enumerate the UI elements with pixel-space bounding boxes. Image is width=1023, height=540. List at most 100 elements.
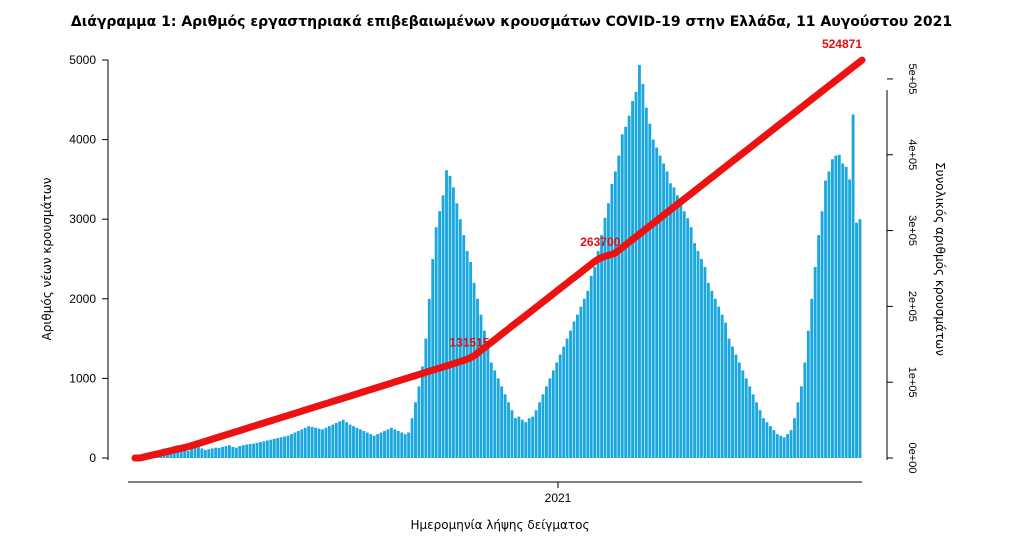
x-tick-label: 2021 [545,491,572,505]
bar [476,298,479,458]
bar [579,306,583,458]
bar [779,435,783,458]
bar [496,378,500,458]
bar [775,434,779,458]
bar [482,330,486,458]
y2-tick-label: 1e+05 [906,367,918,398]
bar [276,438,280,458]
bar [789,430,793,458]
bar [183,449,187,458]
bar [465,251,469,458]
bar [307,426,311,458]
y-tick-label: 2000 [69,292,96,306]
bar [651,139,655,458]
bar [565,338,569,458]
bar [510,410,514,458]
bar [858,219,862,458]
bar [286,435,290,458]
bar [824,180,827,458]
bar [803,362,807,458]
bar [782,437,786,458]
bar [438,211,442,458]
bar [634,91,638,458]
bar [603,217,607,458]
bar [700,259,703,458]
bar [203,450,207,458]
bar [755,402,759,458]
bar [455,203,459,458]
bar [352,426,355,458]
bar [517,416,521,458]
bar [507,402,510,458]
chart-title: Διάγραμμα 1: Αριθμός εργαστηριακά επιβεβ… [70,14,953,30]
bar [365,432,369,458]
bar [427,298,431,458]
bar [396,430,400,458]
bar [820,211,824,458]
bar [558,354,562,458]
bar [665,171,669,458]
bar [830,159,834,458]
bar [844,166,848,459]
bar [851,114,855,458]
bar [383,430,386,458]
y-tick-label: 1000 [69,371,96,385]
bar [551,370,555,458]
bar [400,432,404,458]
bar [768,426,772,458]
bar [717,306,721,458]
bar [576,314,579,458]
bar [462,235,466,458]
bar [706,282,710,458]
bar [255,442,259,458]
bar [693,243,697,458]
bar [607,203,610,458]
bar [813,266,817,458]
bar [703,266,707,458]
bar [493,370,497,458]
bar [758,410,762,458]
bar [417,386,421,458]
bar [541,394,545,458]
bar [589,275,593,458]
bar [283,436,287,458]
bar [524,422,528,458]
bar [217,448,221,458]
bar [751,394,755,458]
bar [259,442,262,458]
x-axis-label: Ημερομηνία λήψης δείγματος [410,518,590,532]
bar [834,155,838,458]
bar [358,429,362,458]
bar [841,163,845,459]
bar [799,386,803,458]
bar [224,446,228,458]
bar [414,402,417,458]
bar [520,419,524,458]
bar [321,429,324,458]
bar [200,448,204,458]
bar [290,434,293,458]
bar [345,422,349,458]
bar [810,298,814,458]
bar [472,282,476,458]
bar [713,298,717,458]
bar [682,211,686,458]
bar [341,419,345,458]
bar [234,447,238,458]
bar [248,444,252,458]
bar [593,266,597,458]
bar [762,418,765,458]
bar [262,441,266,458]
bar [620,134,624,459]
bar [679,203,683,458]
bar [613,171,617,458]
y-tick-label: 3000 [69,212,96,226]
bar [238,446,242,458]
bar [655,147,659,458]
bar [458,219,462,458]
bar [786,434,790,458]
bar [727,338,731,458]
bar [686,218,690,458]
